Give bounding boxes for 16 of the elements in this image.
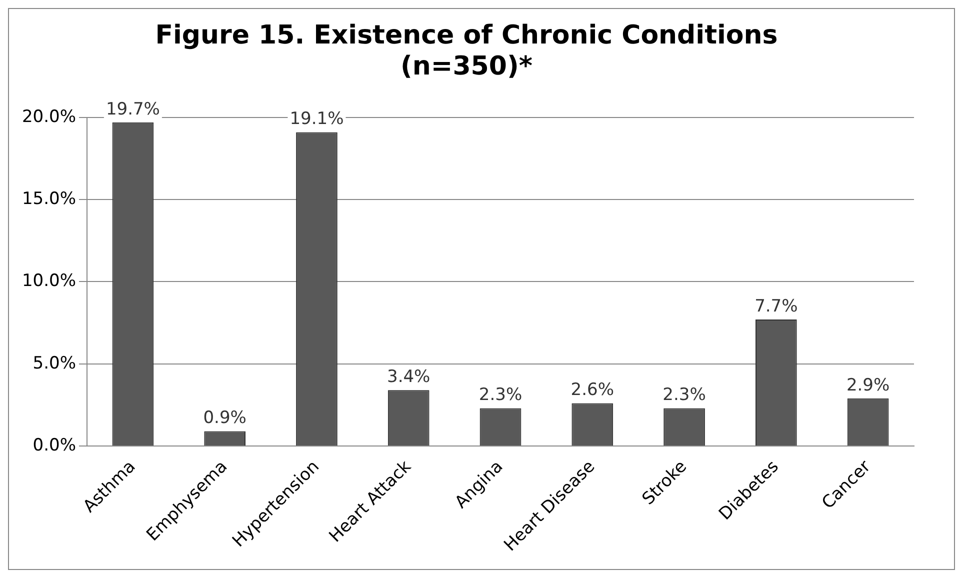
y-tick-label: 5.0% <box>32 353 76 374</box>
y-tick-label: 0.0% <box>32 435 76 456</box>
y-tick-label: 10.0% <box>22 271 76 292</box>
data-label: 7.7% <box>754 296 798 316</box>
data-label: 2.3% <box>662 385 706 406</box>
text: Figure 15. Existence of Chronic Conditions <box>155 20 778 50</box>
data-label: 3.4% <box>387 367 430 388</box>
data-label: 19.7% <box>106 99 160 120</box>
text: (n=350)* <box>400 52 532 82</box>
data-label: 0.9% <box>203 408 246 428</box>
data-label: 2.9% <box>846 375 890 396</box>
data-label: 19.1% <box>290 109 344 130</box>
y-tick-label: 20.0% <box>22 106 76 127</box>
data-label: 2.6% <box>570 380 614 400</box>
data-label: 2.3% <box>478 385 522 406</box>
y-tick-label: 15.0% <box>22 188 76 209</box>
